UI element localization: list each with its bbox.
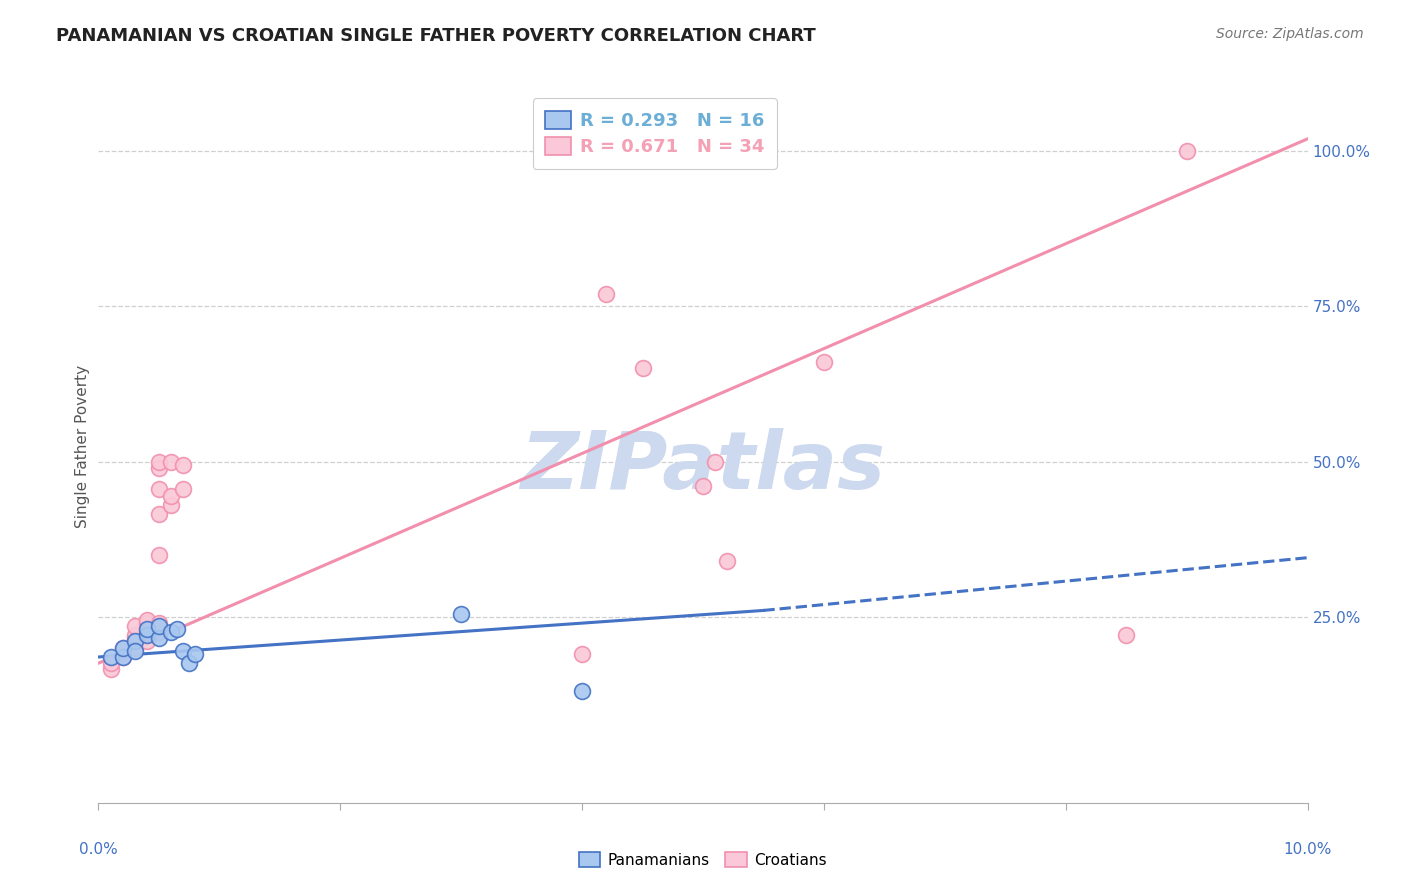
Point	[135, 625, 157, 640]
Point	[135, 615, 157, 630]
Point	[148, 632, 170, 646]
Point	[100, 656, 122, 670]
Point	[135, 613, 157, 627]
Point	[124, 619, 146, 633]
Point	[124, 628, 146, 642]
Point	[179, 656, 201, 670]
Point	[135, 634, 157, 648]
Point	[166, 622, 188, 636]
Point	[813, 355, 835, 369]
Point	[148, 508, 170, 522]
Point	[148, 615, 170, 630]
Legend: Panamanians, Croatians: Panamanians, Croatians	[572, 846, 834, 873]
Point	[571, 684, 593, 698]
Point	[571, 647, 593, 661]
Text: Source: ZipAtlas.com: Source: ZipAtlas.com	[1216, 27, 1364, 41]
Point	[111, 650, 134, 665]
Point	[704, 454, 727, 468]
Point	[135, 622, 157, 636]
Point	[595, 287, 617, 301]
Text: PANAMANIAN VS CROATIAN SINGLE FATHER POVERTY CORRELATION CHART: PANAMANIAN VS CROATIAN SINGLE FATHER POV…	[56, 27, 815, 45]
Y-axis label: Single Father Poverty: Single Father Poverty	[75, 365, 90, 527]
Point	[148, 548, 170, 562]
Point	[111, 640, 134, 655]
Point	[172, 644, 194, 658]
Point	[124, 644, 146, 658]
Point	[135, 628, 157, 642]
Text: 0.0%: 0.0%	[79, 842, 118, 856]
Point	[1175, 145, 1198, 159]
Point	[160, 625, 183, 640]
Point	[631, 361, 654, 376]
Point	[100, 650, 122, 665]
Point	[111, 640, 134, 655]
Point	[160, 498, 183, 512]
Point	[111, 650, 134, 665]
Point	[716, 554, 738, 568]
Point	[1115, 628, 1137, 642]
Point	[124, 632, 146, 646]
Text: ZIPatlas: ZIPatlas	[520, 428, 886, 507]
Point	[148, 619, 170, 633]
Point	[148, 483, 170, 497]
Point	[111, 644, 134, 658]
Point	[692, 479, 714, 493]
Point	[160, 454, 183, 468]
Point	[124, 640, 146, 655]
Point	[172, 458, 194, 472]
Point	[148, 460, 170, 475]
Point	[148, 625, 170, 640]
Point	[172, 483, 194, 497]
Point	[184, 647, 207, 661]
Point	[450, 607, 472, 621]
Point	[100, 662, 122, 676]
Point	[124, 634, 146, 648]
Text: 10.0%: 10.0%	[1284, 842, 1331, 856]
Point	[148, 454, 170, 468]
Point	[160, 489, 183, 503]
